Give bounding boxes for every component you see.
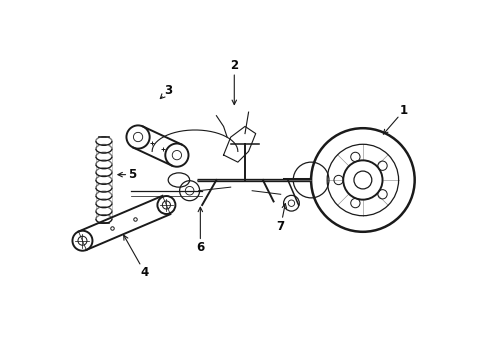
Text: 5: 5 <box>118 168 137 181</box>
Text: 4: 4 <box>124 235 149 279</box>
Text: 3: 3 <box>160 84 172 99</box>
Text: 7: 7 <box>277 204 287 233</box>
Text: 6: 6 <box>196 207 204 255</box>
Text: 2: 2 <box>230 59 238 104</box>
Text: 1: 1 <box>383 104 408 134</box>
